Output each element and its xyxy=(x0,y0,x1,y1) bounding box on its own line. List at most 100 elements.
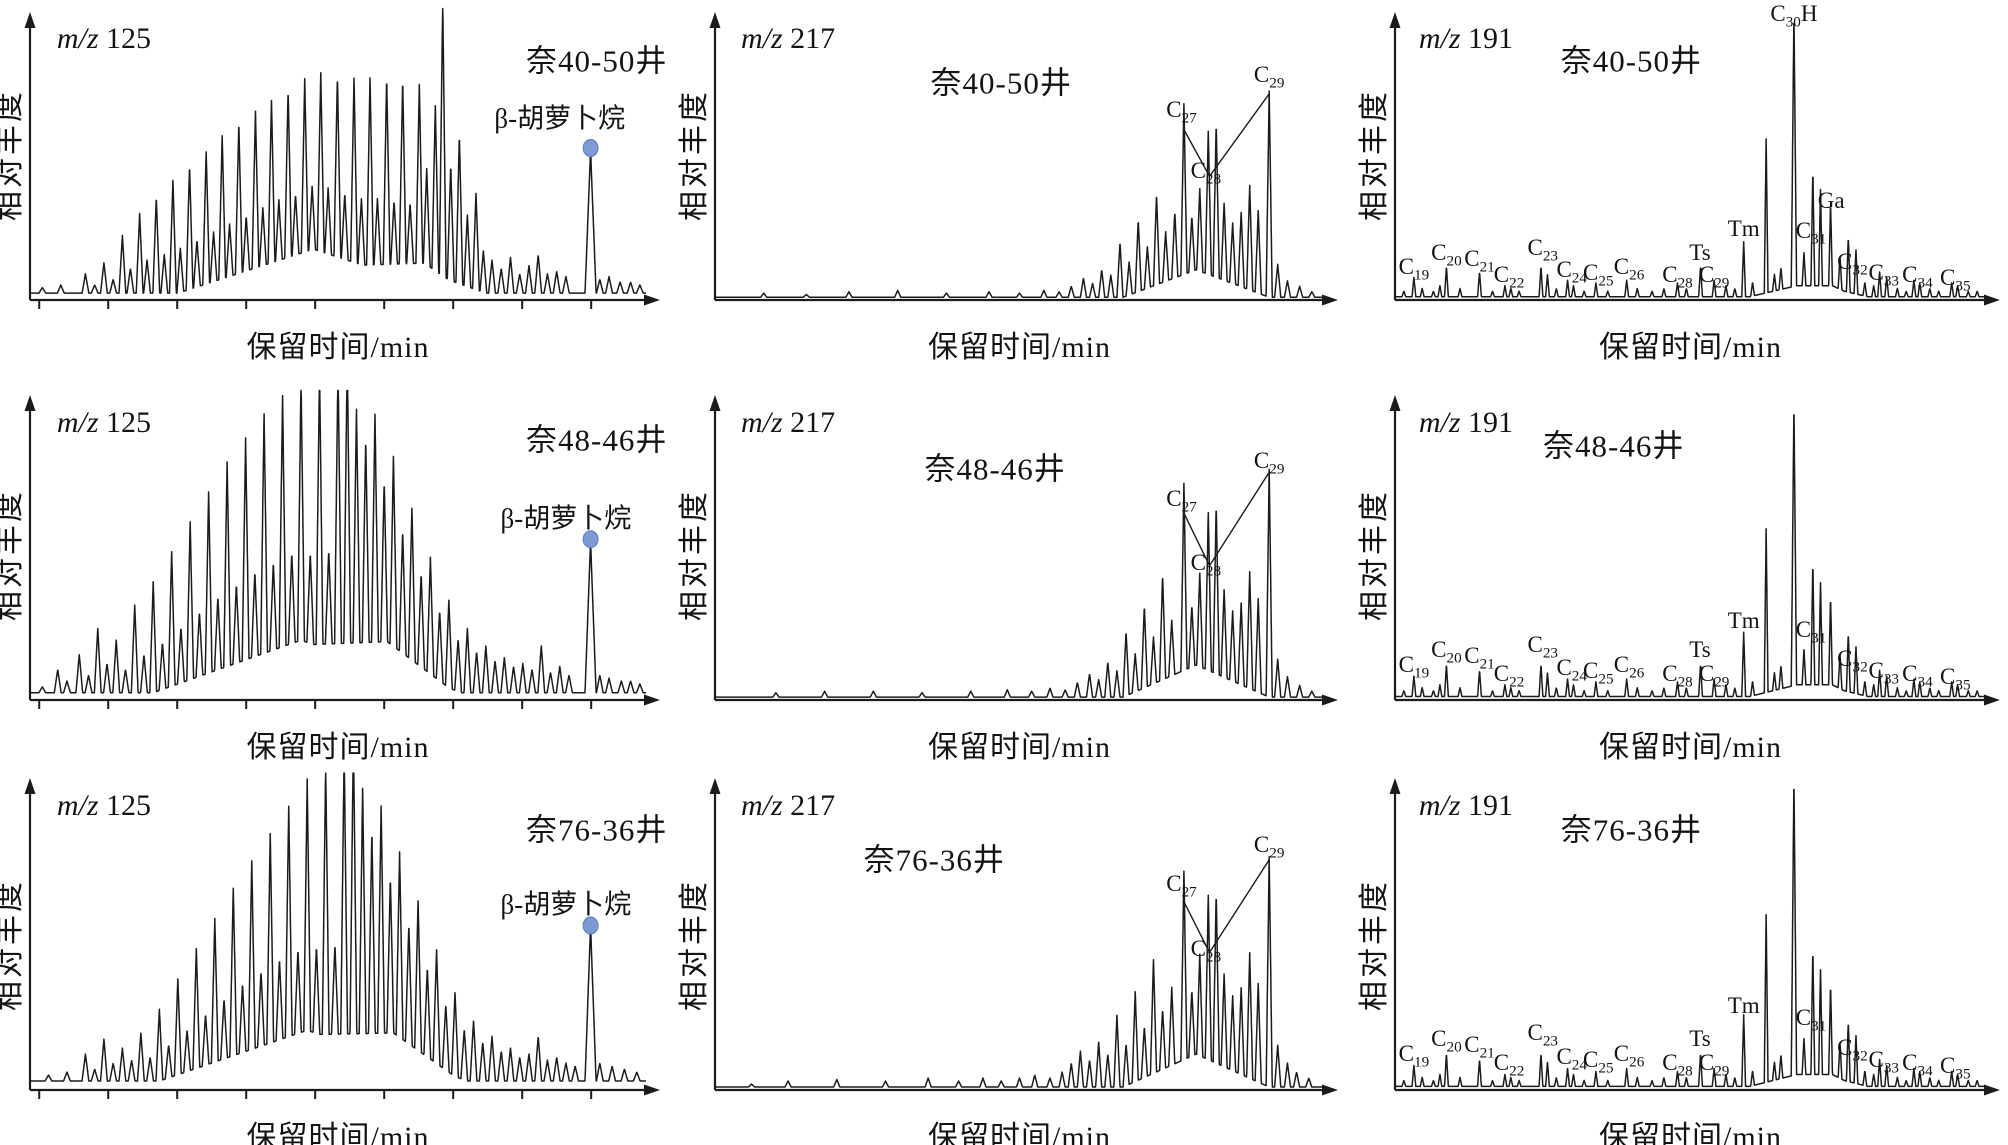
peak-label-C32: C32 xyxy=(1837,248,1868,279)
peak-label-Ts: Ts xyxy=(1689,240,1711,266)
y-axis-arrow-icon xyxy=(24,12,36,28)
peak-label-C25: C25 xyxy=(1583,657,1614,688)
mz-italic: m/z xyxy=(1418,405,1461,439)
peak-label-Tm: Tm xyxy=(1727,993,1760,1019)
y-axis-label: 相对丰度 xyxy=(0,879,26,1011)
peak-label-C34: C34 xyxy=(1902,660,1933,691)
peak-label-C23: C23 xyxy=(1527,631,1559,662)
chromatogram-panel-r2-c0: m/z 125 奈76-36井 相对丰度 保留时间/min β-胡萝卜烷 xyxy=(0,766,670,1145)
well-label: 奈48-46井 xyxy=(1542,428,1685,464)
mz-label: m/z 191 xyxy=(1418,21,1513,55)
tick-marks xyxy=(38,1091,593,1099)
tick-marks xyxy=(38,301,593,309)
chromatogram-plot xyxy=(1389,778,2000,1096)
mz-italic: m/z xyxy=(56,788,99,822)
x-axis-label: 保留时间/min xyxy=(1598,1121,1783,1145)
mz-italic: m/z xyxy=(56,405,99,439)
mz-label: m/z 191 xyxy=(1418,788,1513,822)
mz-label: m/z 125 xyxy=(56,21,151,55)
mz-italic: m/z xyxy=(740,788,783,822)
y-axis-label: 相对丰度 xyxy=(0,89,26,221)
sterane-connector-line xyxy=(1183,93,1270,178)
peak-label-C23: C23 xyxy=(1527,234,1559,265)
peak-label-C25: C25 xyxy=(1583,1047,1614,1077)
chromatogram-trace xyxy=(29,389,647,694)
y-axis-arrow-icon xyxy=(1389,778,1401,794)
x-axis-arrow-icon xyxy=(1322,1084,1338,1096)
x-axis-arrow-icon xyxy=(1322,294,1338,306)
chromatogram-plot xyxy=(24,7,660,309)
well-label: 奈40-50井 xyxy=(1560,43,1703,79)
chromatogram-trace xyxy=(29,7,647,294)
peak-label-Tm: Tm xyxy=(1727,215,1760,241)
y-axis-label: 相对丰度 xyxy=(1358,879,1391,1011)
peak-label-C19: C19 xyxy=(1398,1041,1430,1071)
chromatogram-panel-r0-c2: m/z 191 奈40-50井 相对丰度 保留时间/min C19 C20 C21 C22 C2… xyxy=(1345,0,2008,383)
peak-label-C29: C29 xyxy=(1698,262,1730,292)
peak-label-C29: C29 xyxy=(1253,447,1285,478)
peak-label-C35: C35 xyxy=(1940,265,1971,295)
mz-italic: m/z xyxy=(56,21,99,55)
y-axis-label: 相对丰度 xyxy=(678,489,711,621)
mz-label: m/z 217 xyxy=(740,405,836,439)
x-axis-label: 保留时间/min xyxy=(246,331,430,364)
mz-italic: m/z xyxy=(740,405,783,439)
chromatogram-panel-r2-c1: m/z 217 奈76-36井 相对丰度 保留时间/min C27 C28 C29 xyxy=(670,766,1345,1145)
mz-italic: m/z xyxy=(1418,21,1461,55)
peak-label-C33: C33 xyxy=(1868,657,1900,688)
chromatogram-plot xyxy=(24,389,660,709)
chromatogram-panel-r1-c0: m/z 125 奈48-46井 相对丰度 保留时间/min β-胡萝卜烷 xyxy=(0,383,670,766)
peak-label-C33: C33 xyxy=(1868,1047,1900,1077)
peak-label-C30H: C30H xyxy=(1770,1,1818,31)
well-label: 奈40-50井 xyxy=(526,43,668,79)
tick-marks xyxy=(38,701,593,709)
x-axis-label: 保留时间/min xyxy=(246,1121,430,1145)
well-label: 奈48-46井 xyxy=(924,451,1066,487)
peak-label-C26: C26 xyxy=(1613,651,1645,682)
peak-label-C27: C27 xyxy=(1166,97,1197,127)
peak-label-C24: C24 xyxy=(1556,654,1587,685)
peak-label-C23: C23 xyxy=(1527,1020,1559,1050)
chromatogram-trace xyxy=(1394,788,1987,1088)
y-axis-label: 相对丰度 xyxy=(678,879,711,1011)
y-axis-arrow-icon xyxy=(709,395,721,411)
x-axis-label: 保留时间/min xyxy=(927,331,1112,364)
mz-italic: m/z xyxy=(1418,788,1461,822)
peak-label-C22: C22 xyxy=(1493,262,1525,292)
peak-label-C33: C33 xyxy=(1868,259,1900,290)
chromatogram-trace xyxy=(714,90,1325,299)
peak-label-Ga: Ga xyxy=(1817,188,1845,213)
y-axis-arrow-icon xyxy=(24,778,36,794)
beta-carotane-label: β-胡萝卜烷 xyxy=(500,503,632,534)
peak-label-C34: C34 xyxy=(1902,262,1933,292)
peak-label-C29: C29 xyxy=(1698,1050,1730,1080)
chromatogram-trace xyxy=(1394,414,1987,698)
peak-label-C19: C19 xyxy=(1398,651,1430,682)
peak-label-C28: C28 xyxy=(1662,660,1693,691)
peak-label-C22: C22 xyxy=(1493,1050,1525,1080)
peak-label-C28: C28 xyxy=(1190,157,1222,188)
chromatogram-plot xyxy=(24,772,660,1099)
x-axis-label: 保留时间/min xyxy=(1598,331,1783,364)
y-axis-arrow-icon xyxy=(1389,395,1401,411)
mz-label: m/z 217 xyxy=(740,21,836,55)
chromatogram-panel-r2-c2: m/z 191 奈76-36井 相对丰度 保留时间/min C19 C20 C21 C22 C2… xyxy=(1345,766,2008,1145)
peak-label-C29: C29 xyxy=(1698,660,1730,691)
peak-label-C31: C31 xyxy=(1795,1005,1827,1035)
chromatogram-plot xyxy=(709,12,1338,306)
y-axis-arrow-icon xyxy=(709,12,721,28)
x-axis-arrow-icon xyxy=(644,694,660,706)
mz-label: m/z 217 xyxy=(740,788,836,822)
x-axis-label: 保留时间/min xyxy=(927,1121,1112,1145)
mz-label: m/z 125 xyxy=(56,405,151,439)
y-axis-label: 相对丰度 xyxy=(1358,89,1391,221)
chromatogram-trace xyxy=(714,856,1325,1088)
y-axis-arrow-icon xyxy=(709,778,721,794)
beta-carotane-marker xyxy=(582,139,599,157)
peak-label-C28: C28 xyxy=(1662,1050,1693,1080)
peak-label-C28: C28 xyxy=(1190,549,1222,580)
peak-label-C27: C27 xyxy=(1166,485,1197,516)
peak-label-Tm: Tm xyxy=(1727,608,1760,634)
x-axis-arrow-icon xyxy=(1984,294,2000,306)
peak-label-C26: C26 xyxy=(1613,254,1645,284)
